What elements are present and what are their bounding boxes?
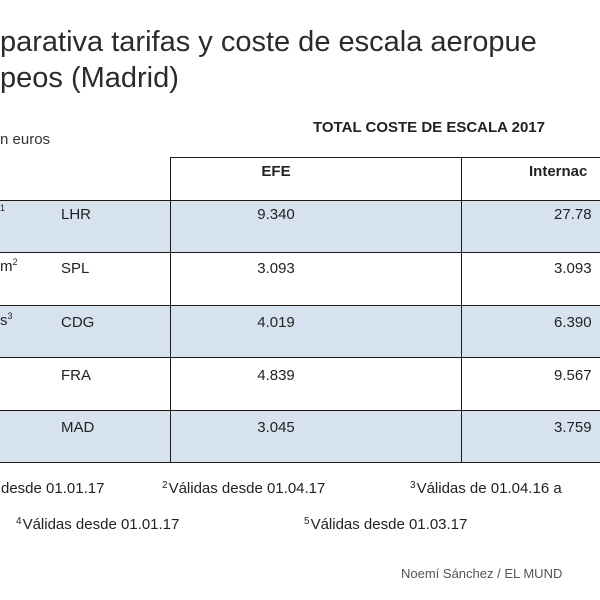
footnote-1: desde 01.01.17	[1, 480, 105, 497]
chart-title: parativa tarifas y coste de escala aerop…	[0, 24, 600, 96]
section-header: TOTAL COSTE DE ESCALA 2017	[313, 119, 545, 136]
row-highlight	[0, 305, 600, 357]
efe-value: 4.019	[257, 314, 295, 331]
table-top-rule	[170, 157, 600, 158]
table-rule	[0, 252, 600, 253]
column-divider	[461, 157, 462, 462]
table-rule	[0, 200, 600, 201]
column-header-efe: EFE	[261, 163, 291, 180]
footnote-2: 2Válidas desde 01.04.17	[162, 480, 326, 497]
row-footnote-marker: 3	[7, 311, 13, 321]
efe-value: 3.045	[257, 419, 295, 436]
intl-value: 3.093	[554, 260, 592, 277]
airport-code: SPL	[61, 260, 90, 277]
title-line-1: parativa tarifas y coste de escala aerop…	[0, 26, 537, 58]
footnote-4: 4Válidas desde 01.01.17	[16, 516, 180, 533]
units-label: n euros	[0, 131, 51, 148]
title-line-2: peos (Madrid)	[0, 62, 179, 94]
column-header-internacional: Internac	[529, 163, 588, 180]
efe-value: 9.340	[257, 206, 295, 223]
cost-table: EFE Internac 1 LHR 9.340 27.78 m2 SPL 3.…	[0, 157, 600, 463]
row-city-fragment: s3	[0, 311, 13, 329]
footnote-3: 3Válidas de 01.04.16 a	[410, 480, 562, 497]
row-footnote-marker: 1	[0, 203, 6, 213]
efe-value: 4.839	[257, 367, 295, 384]
row-city-fragment: 1	[0, 203, 5, 221]
table-rule	[0, 410, 600, 411]
row-footnote-marker: 2	[12, 257, 18, 267]
efe-value: 3.093	[257, 260, 295, 277]
airport-code: LHR	[61, 206, 92, 223]
airport-code: MAD	[61, 419, 95, 436]
intl-value: 9.567	[554, 367, 592, 384]
footnote-5: 5Válidas desde 01.03.17	[304, 516, 468, 533]
intl-value: 6.390	[554, 314, 592, 331]
airport-code: FRA	[61, 367, 91, 384]
row-highlight	[0, 410, 600, 462]
table-rule	[0, 357, 600, 358]
row-city-fragment: m2	[0, 257, 18, 275]
table-rule	[0, 305, 600, 306]
row-highlight	[0, 200, 600, 252]
column-divider	[170, 157, 171, 462]
intl-value: 27.78	[554, 206, 592, 223]
table-rule	[0, 462, 600, 463]
airport-code: CDG	[61, 314, 95, 331]
credit-line: Noemí Sánchez / EL MUND	[401, 566, 563, 581]
intl-value: 3.759	[554, 419, 592, 436]
